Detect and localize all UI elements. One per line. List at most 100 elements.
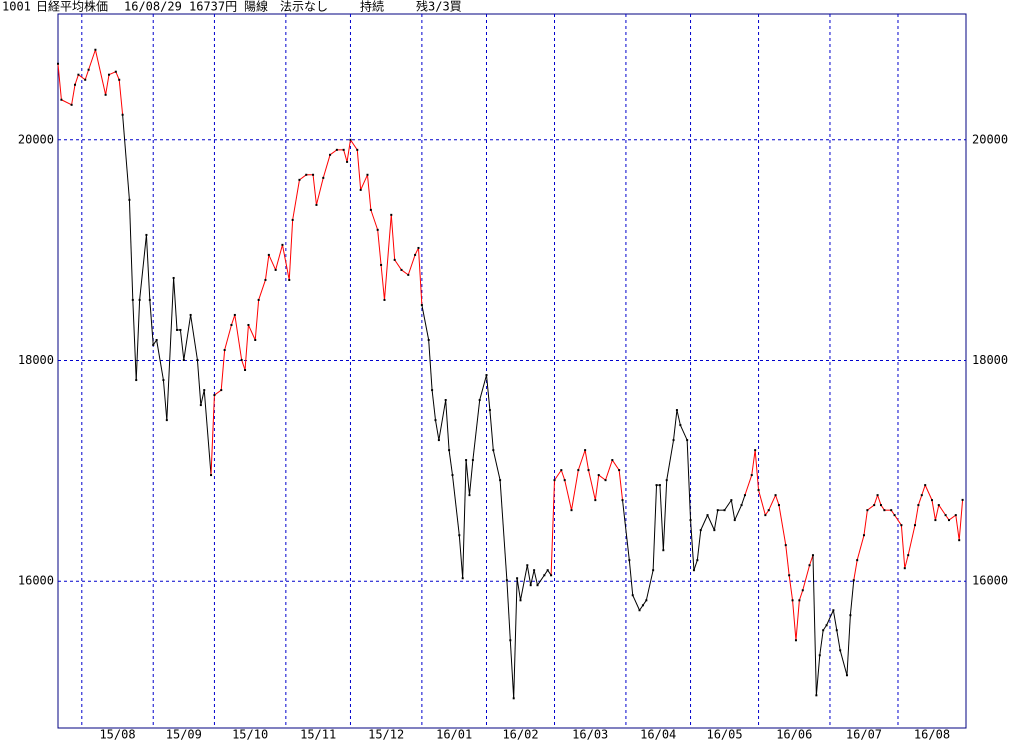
line-segment (428, 339, 433, 391)
line-segment (394, 259, 402, 271)
line-segment (451, 475, 460, 536)
line-segment (812, 555, 817, 696)
data-point (223, 349, 226, 352)
data-point (699, 529, 702, 532)
line-segment (768, 494, 777, 511)
line-segment (115, 71, 120, 80)
line-segment (315, 177, 324, 206)
line-segment (179, 329, 185, 361)
data-point (213, 394, 216, 397)
data-point (519, 599, 522, 602)
x-tick-label: 16/06 (776, 728, 812, 742)
line-segment (730, 500, 736, 521)
data-point (716, 509, 719, 512)
y-tick-label-right: 18000 (972, 353, 1008, 367)
line-segment (506, 580, 511, 641)
line-segment (350, 139, 358, 151)
line-segment (846, 615, 851, 676)
line-segment (839, 650, 848, 676)
line-segment (815, 655, 821, 696)
line-segment (832, 610, 838, 631)
data-point (509, 639, 512, 642)
line-segment (809, 555, 814, 566)
line-segment (900, 525, 906, 569)
data-point (767, 509, 770, 512)
line-segment (955, 515, 960, 541)
line-segment (700, 514, 708, 531)
line-segment (292, 179, 300, 221)
line-segment (873, 494, 879, 506)
data-point (274, 268, 277, 271)
line-segment (390, 214, 396, 260)
data-point (128, 198, 131, 201)
x-tick-label: 16/03 (572, 728, 608, 742)
data-point (257, 298, 260, 301)
data-point (536, 584, 539, 587)
line-segment (509, 640, 515, 699)
data-point (947, 519, 950, 522)
data-point (849, 614, 852, 617)
line-segment (588, 469, 596, 501)
x-tick-label: 16/05 (706, 728, 742, 742)
data-point (145, 233, 148, 236)
line-segment (618, 470, 624, 501)
line-segment (530, 570, 535, 586)
line-segment (489, 410, 494, 451)
data-point (618, 469, 621, 472)
data-point (244, 369, 247, 372)
data-point (329, 153, 332, 156)
data-point (376, 228, 379, 231)
line-segment (234, 314, 243, 361)
data-point (230, 323, 233, 326)
data-point (84, 78, 87, 81)
data-point (665, 479, 668, 482)
x-tick-label: 15/12 (368, 728, 404, 742)
line-segment (554, 469, 562, 481)
x-tick-label: 16/01 (436, 728, 472, 742)
line-segment (118, 79, 124, 115)
line-segment (744, 474, 753, 496)
data-point (774, 494, 777, 497)
line-segment (849, 580, 855, 616)
line-segment (802, 565, 811, 591)
line-segment (938, 504, 947, 516)
data-point (57, 62, 59, 65)
data-point (94, 48, 97, 51)
line-segment (356, 149, 362, 190)
data-point (60, 98, 63, 101)
line-segment (343, 149, 348, 163)
line-segment (778, 504, 787, 546)
data-point (196, 358, 199, 361)
data-point (322, 176, 325, 179)
line-segment (78, 74, 86, 81)
data-point (380, 263, 383, 266)
data-point (570, 509, 573, 512)
data-point (87, 68, 90, 71)
data-point (655, 484, 658, 487)
data-point (400, 268, 403, 271)
line-segment (659, 485, 664, 551)
line-segment (128, 199, 134, 300)
line-segment (312, 174, 317, 205)
data-point (240, 358, 243, 361)
data-point (961, 498, 964, 501)
line-segment (917, 494, 923, 506)
line-segment (190, 314, 198, 361)
line-segment (203, 390, 212, 476)
data-point (233, 313, 236, 316)
header-date: 16/08/29 (124, 0, 182, 14)
line-segment (914, 504, 919, 526)
data-point (937, 504, 940, 507)
line-segment (924, 484, 933, 501)
data-point (876, 494, 879, 497)
data-point (162, 379, 165, 382)
data-point (247, 323, 250, 326)
line-segment (853, 560, 858, 581)
data-point (958, 539, 961, 542)
line-segment (785, 545, 790, 576)
line-segment (863, 510, 868, 536)
data-point (631, 594, 634, 597)
line-segment (877, 494, 882, 506)
line-segment (322, 154, 331, 179)
y-tick-label: 18000 (18, 353, 54, 367)
